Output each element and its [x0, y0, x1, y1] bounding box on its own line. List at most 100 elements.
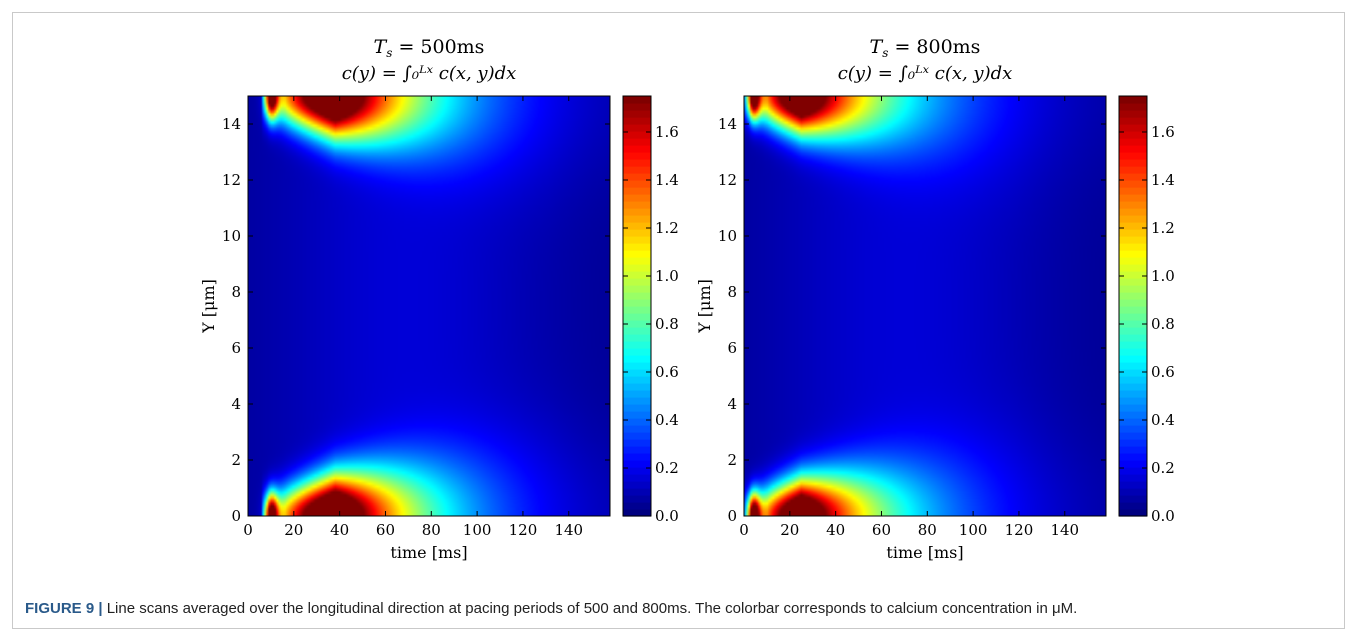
- y-tick-label: 4: [231, 395, 241, 413]
- colorbar-segment: [1119, 110, 1147, 118]
- colorbar-segment: [623, 369, 651, 377]
- colorbar-segment: [1119, 509, 1147, 517]
- y-tick-label: 8: [231, 283, 241, 301]
- colorbar-segment: [1119, 250, 1147, 258]
- colorbar-segment: [1119, 201, 1147, 209]
- colorbar-tick-label: 0.4: [655, 411, 679, 429]
- colorbar-segment: [1119, 495, 1147, 503]
- figure-frame: 0 20 40 60 80 100 120 140 0 2 4 6 8 10 12 14 time [ms] Y …: [12, 12, 1345, 629]
- colorbar-segment: [623, 453, 651, 461]
- colorbar-segment: [623, 327, 651, 335]
- heatmap-image: [744, 96, 1106, 516]
- y-axis-label: Y [μm]: [695, 279, 714, 334]
- colorbar-segment: [1119, 481, 1147, 489]
- y-tick-label: 0: [231, 507, 241, 525]
- colorbar-segment: [623, 229, 651, 237]
- colorbar-segment: [623, 355, 651, 363]
- y-tick-label: 6: [231, 339, 241, 357]
- colorbar-segment: [1119, 222, 1147, 230]
- colorbar-segment: [623, 152, 651, 160]
- colorbar-segment: [1119, 187, 1147, 195]
- x-axis-label: time [ms]: [886, 543, 963, 562]
- colorbar-segment: [1119, 397, 1147, 405]
- colorbar-tick-label: 0.4: [1151, 411, 1175, 429]
- colorbar-segment: [1119, 404, 1147, 412]
- colorbar-segment: [623, 110, 651, 118]
- colorbar-segment: [1119, 236, 1147, 244]
- y-tick-label: 10: [718, 227, 737, 245]
- colorbar-segment: [623, 173, 651, 181]
- colorbar-segment: [1119, 306, 1147, 314]
- colorbar-segment: [1119, 278, 1147, 286]
- colorbar-segment: [1119, 138, 1147, 146]
- colorbar-segment: [623, 215, 651, 223]
- colorbar-segment: [623, 390, 651, 398]
- colorbar-segment: [623, 194, 651, 202]
- colorbar-segment: [623, 257, 651, 265]
- colorbar-segment: [1119, 166, 1147, 174]
- colorbar-segment: [623, 117, 651, 125]
- colorbar-segment: [623, 495, 651, 503]
- colorbar-segment: [623, 306, 651, 314]
- colorbar-segment: [623, 481, 651, 489]
- colorbar-tick-label: 1.4: [655, 171, 679, 189]
- colorbar-segment: [1119, 124, 1147, 132]
- colorbar-segment: [623, 348, 651, 356]
- colorbar-segment: [1119, 96, 1147, 104]
- colorbar-frame: [1118, 95, 1148, 517]
- figure-caption: FIGURE 9 | Line scans averaged over the …: [25, 600, 1345, 617]
- colorbar-segment: [623, 131, 651, 139]
- y-tick-label: 12: [718, 171, 737, 189]
- colorbar-segment: [1119, 271, 1147, 279]
- colorbar-tick-label: 0.0: [655, 507, 679, 525]
- x-tick-label: 20: [284, 521, 303, 539]
- title-symbol: T: [374, 36, 388, 58]
- colorbar-segment: [623, 467, 651, 475]
- colorbar-segment: [1119, 257, 1147, 265]
- title-symbol: T: [870, 36, 884, 58]
- colorbar-segment: [1119, 131, 1147, 139]
- colorbar-tick-label: 0.2: [655, 459, 679, 477]
- colorbar-segment: [623, 208, 651, 216]
- colorbar-segment: [623, 264, 651, 272]
- colorbar-segment: [1119, 425, 1147, 433]
- colorbar-segment: [1119, 229, 1147, 237]
- colorbar-segment: [1119, 453, 1147, 461]
- y-tick-label: 14: [718, 115, 737, 133]
- chart-title-line1: Ts = 500ms: [374, 36, 485, 60]
- x-tick-label: 60: [376, 521, 395, 539]
- colorbar-tick-label: 0.6: [1151, 363, 1175, 381]
- y-tick-label: 4: [727, 395, 737, 413]
- y-tick-label: 0: [727, 507, 737, 525]
- colorbar-segment: [623, 313, 651, 321]
- colorbar-segment: [1119, 292, 1147, 300]
- colorbar-segment: [1119, 180, 1147, 188]
- colorbar-tick-label: 1.2: [1151, 219, 1175, 237]
- colorbar-tick-label: 0.8: [1151, 315, 1175, 333]
- colorbar-segment: [623, 502, 651, 510]
- colorbar-tick-label: 0.0: [1151, 507, 1175, 525]
- heatmap-panel-2: 0 20 40 60 80 100 120 140 0 2 4 6 8 10 12 14 time [ms] Y …: [695, 36, 1175, 562]
- title-value: = 500ms: [392, 36, 484, 58]
- colorbar-segment: [623, 222, 651, 230]
- colorbar-segment: [1119, 159, 1147, 167]
- colorbar-segment: [1119, 362, 1147, 370]
- colorbar-segment: [1119, 264, 1147, 272]
- colorbar-tick-label: 1.6: [655, 123, 679, 141]
- heatmap-image: [248, 96, 610, 516]
- chart-title-line2: c(y) = ∫₀ᴸˣ c(x, y)dx: [838, 63, 1013, 84]
- colorbar-segment: [623, 376, 651, 384]
- colorbar-segment: [1119, 348, 1147, 356]
- colorbar-segment: [623, 278, 651, 286]
- x-tick-label: 100: [959, 521, 988, 539]
- colorbar-segment: [623, 362, 651, 370]
- colorbar-segment: [1119, 446, 1147, 454]
- colorbar-segment: [1119, 376, 1147, 384]
- colorbar-segment: [1119, 103, 1147, 111]
- colorbar-segment: [1119, 488, 1147, 496]
- colorbar-segment: [623, 243, 651, 251]
- colorbar-segment: [623, 103, 651, 111]
- colorbar-segment: [1119, 285, 1147, 293]
- y-tick-label: 12: [222, 171, 241, 189]
- y-tick-label: 14: [222, 115, 241, 133]
